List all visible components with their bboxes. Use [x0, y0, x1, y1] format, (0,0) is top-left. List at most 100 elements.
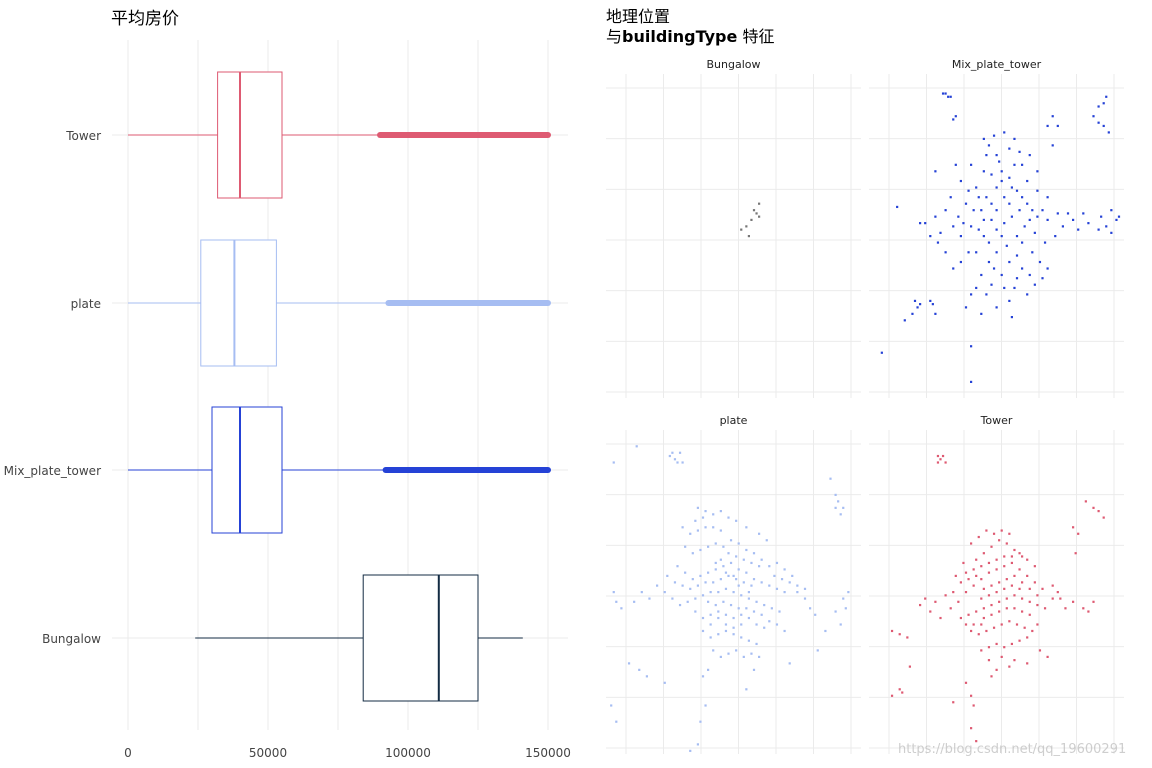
scatter-point	[844, 607, 847, 610]
scatter-point	[959, 581, 962, 584]
scatter-point	[1021, 555, 1024, 558]
scatter-point	[1043, 607, 1047, 610]
scatter-point	[990, 603, 993, 607]
category-label: Tower	[65, 129, 101, 143]
scatter-point	[941, 92, 945, 95]
scatter-point	[1021, 581, 1024, 584]
scatter-point	[1008, 176, 1011, 179]
scatter-point	[929, 299, 932, 302]
scatter-point	[1028, 273, 1031, 277]
scatter-point	[1036, 215, 1039, 218]
scatter-point	[967, 613, 970, 616]
scatter-point	[747, 616, 750, 620]
scatter-point	[995, 591, 998, 594]
scatter-point	[740, 623, 743, 626]
box-iqr	[217, 71, 283, 199]
scatter-point	[740, 613, 743, 616]
scatter-point	[750, 561, 753, 565]
scatter-point	[1082, 212, 1085, 215]
scatter-title-prefix: 与	[606, 27, 622, 46]
scatter-point	[1077, 228, 1080, 231]
scatter-point	[903, 319, 906, 322]
scatter-point	[964, 202, 968, 205]
scatter-point	[982, 552, 985, 555]
scatter-point	[796, 591, 799, 594]
scatter-point	[750, 218, 753, 221]
scatter-point	[1013, 286, 1016, 290]
scatter-point	[689, 532, 692, 535]
scatter-point	[998, 160, 1001, 163]
scatter-point	[1031, 251, 1034, 254]
scatter-point	[673, 581, 677, 584]
scatter-point	[696, 506, 699, 509]
scatter-point	[737, 542, 740, 545]
scatter-point	[901, 691, 904, 694]
scatter-point	[1023, 626, 1026, 629]
scatter-point	[1015, 623, 1019, 626]
scatter-point	[760, 613, 763, 616]
scatter-point	[847, 591, 850, 594]
scatter-point	[1092, 600, 1095, 603]
scatter-point	[1000, 655, 1003, 658]
scatter-point	[612, 461, 615, 464]
scatter-point	[975, 286, 978, 290]
scatter-point	[747, 235, 750, 238]
scatter-point	[1021, 163, 1024, 166]
scatter-point	[620, 607, 623, 610]
scatter-point	[949, 95, 952, 98]
scatter-point	[1087, 222, 1090, 225]
scatter-point	[1051, 144, 1054, 147]
scatter-point	[1072, 218, 1075, 221]
scatter-point	[722, 600, 725, 603]
scatter-point	[985, 293, 988, 296]
scatter-point	[959, 616, 962, 620]
scatter-point	[1092, 115, 1095, 118]
scatter-point	[913, 299, 917, 302]
scatter-point	[972, 704, 975, 707]
scatter-point	[755, 212, 758, 215]
scatter-title-line2: 与buildingType 特征	[606, 27, 774, 46]
scatter-point	[880, 351, 883, 354]
scatter-point	[1110, 209, 1113, 212]
scatter-point	[696, 584, 699, 587]
scatter-point	[1033, 283, 1036, 286]
scatter-point	[689, 587, 692, 590]
scatter-point	[947, 95, 950, 98]
scatter-point	[967, 251, 970, 254]
scatter-point	[735, 555, 738, 558]
scatter-point	[796, 584, 799, 587]
scatter-point	[1008, 147, 1011, 150]
scatter-point	[1072, 526, 1075, 529]
scatter-point	[998, 610, 1001, 613]
scatter-point	[696, 743, 699, 746]
scatter-point	[750, 584, 753, 587]
boxplot-category-labels: Bungalow Mix_plate_tower plate Tower	[4, 129, 102, 646]
scatter-point	[1038, 260, 1042, 264]
scatter-point	[982, 137, 985, 140]
scatter-point	[1046, 196, 1049, 199]
scatter-point	[1021, 610, 1024, 613]
scatter-point	[975, 610, 978, 613]
scatter-point	[952, 701, 955, 704]
scatter-point	[995, 306, 998, 309]
scatter-point	[990, 202, 993, 205]
scatter-point	[780, 578, 784, 581]
scatter-point	[747, 591, 750, 594]
scatter-point	[985, 629, 988, 633]
scatter-point	[1046, 124, 1049, 128]
scatter-point	[719, 655, 722, 658]
scatter-point	[995, 558, 998, 561]
scatter-point	[954, 163, 957, 166]
scatter-point	[1021, 267, 1024, 270]
scatter-point	[1018, 587, 1021, 590]
scatter-point	[1003, 131, 1006, 134]
scatter-point	[995, 668, 998, 671]
scatter-point	[745, 225, 748, 228]
scatter-point	[610, 704, 613, 707]
scatter-point	[972, 568, 975, 571]
scatter-point	[1028, 154, 1031, 157]
scatter-point	[911, 312, 914, 315]
scatter-point	[1008, 202, 1011, 205]
scatter-point	[1056, 212, 1059, 215]
scatter-point	[758, 215, 761, 218]
